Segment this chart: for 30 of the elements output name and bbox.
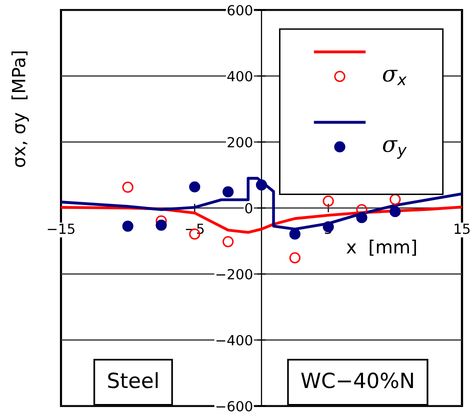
y-tick-label: 200 <box>228 136 252 148</box>
y-tick-label: −400 <box>216 334 252 346</box>
point <box>256 179 268 190</box>
point <box>289 252 300 264</box>
point <box>356 204 368 216</box>
annotation: WC−40%N <box>301 372 413 388</box>
point <box>156 220 167 231</box>
y-axis-title: σx, σy [MPa] <box>11 52 29 168</box>
y-tick-label: 600 <box>228 4 252 16</box>
x-tick-label: 15 <box>454 224 470 234</box>
x-axis-title: x [mm] <box>346 240 416 256</box>
y-tick-label: −600 <box>216 400 252 412</box>
x-tick-label: −15 <box>48 224 74 234</box>
point <box>289 228 300 240</box>
y-tick-label: −200 <box>216 268 252 280</box>
point <box>322 221 334 232</box>
point <box>122 220 134 232</box>
point <box>222 236 234 248</box>
point <box>189 181 200 192</box>
point <box>356 212 368 224</box>
y-tick-label: 400 <box>227 70 252 82</box>
point <box>322 196 334 207</box>
point <box>122 182 134 193</box>
point <box>390 206 401 218</box>
y-tick-label: 0 <box>245 202 252 214</box>
point <box>390 194 401 205</box>
annotation: Steel <box>108 372 158 388</box>
legend-label: σ$_{x}$ <box>382 70 407 86</box>
legend-label: σ$_{y}$ <box>382 140 407 159</box>
point <box>222 186 234 198</box>
